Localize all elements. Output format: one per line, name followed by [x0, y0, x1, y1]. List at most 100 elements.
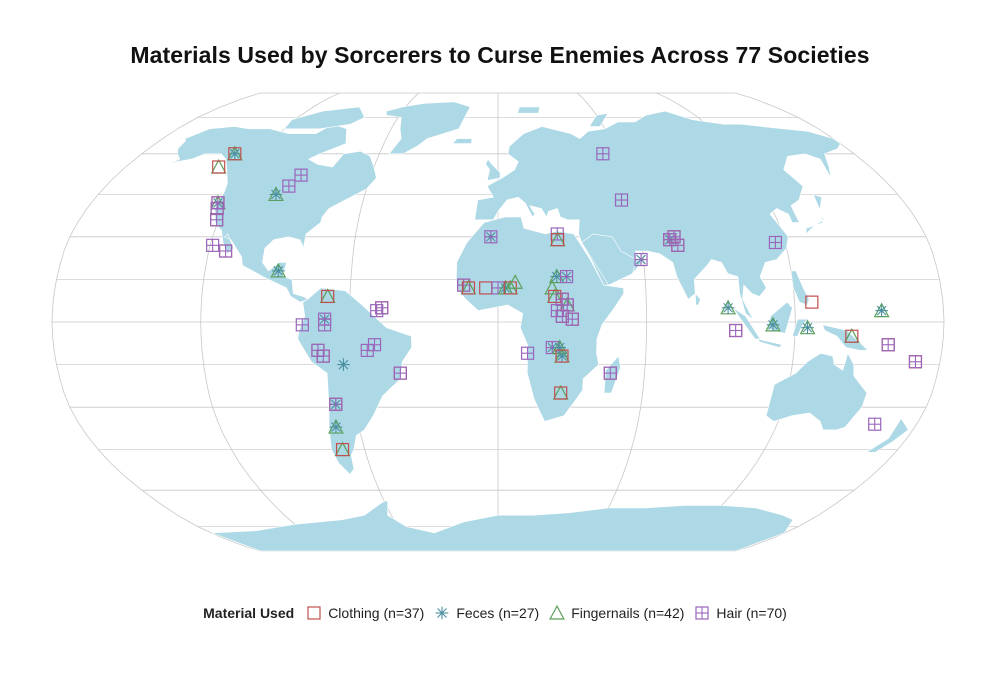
hair-marker — [614, 193, 629, 207]
society-point — [294, 168, 308, 182]
hair-marker — [908, 355, 923, 369]
society-point — [552, 384, 569, 400]
hair-marker — [206, 238, 220, 252]
feces-marker — [271, 264, 285, 278]
hair-marker — [603, 366, 617, 380]
clothing-square-icon — [307, 606, 321, 620]
hair-marker — [868, 417, 882, 431]
land-svalbard — [516, 106, 540, 114]
land-masses — [162, 101, 909, 552]
feces-marker — [329, 420, 343, 434]
clothing-marker — [307, 606, 321, 620]
society-point — [596, 147, 610, 161]
hair-marker — [559, 269, 574, 284]
society-point — [337, 358, 350, 371]
society-point — [720, 299, 737, 315]
society-point — [614, 193, 629, 207]
clothing-marker — [548, 289, 562, 304]
land-borneo — [767, 301, 793, 334]
society-point — [268, 186, 284, 202]
hair-marker — [329, 397, 343, 411]
society-point — [671, 238, 685, 252]
land-java — [756, 338, 783, 348]
hair-marker — [318, 318, 332, 332]
society-point — [484, 230, 498, 244]
society-point — [460, 279, 477, 295]
society-point — [334, 441, 351, 457]
clothing-marker — [212, 160, 226, 174]
legend-item-clothing: Clothing (n=37) — [306, 605, 424, 621]
land-novaya-zemlya — [588, 112, 609, 127]
legend: Material Used Clothing (n=37) Feces (n=2… — [0, 605, 1000, 621]
fingernails-marker — [549, 605, 566, 620]
clothing-marker — [461, 281, 476, 295]
fingernails-marker — [507, 274, 524, 289]
hair-marker — [596, 147, 610, 161]
hair-marker — [316, 349, 330, 363]
hair-marker — [393, 366, 407, 380]
feces-marker — [436, 606, 449, 620]
society-point — [873, 302, 890, 318]
hair-marker — [565, 312, 579, 326]
feces-marker — [801, 321, 814, 334]
hair-marker — [768, 235, 783, 250]
society-point — [908, 355, 923, 369]
society-point — [663, 233, 677, 247]
society-point — [805, 295, 819, 309]
society-point — [393, 366, 407, 380]
hair-marker — [294, 168, 308, 182]
society-point — [603, 366, 617, 380]
hair-marker — [295, 318, 309, 332]
clothing-marker — [805, 295, 819, 309]
land-greenland — [385, 101, 471, 155]
society-point — [226, 145, 243, 161]
society-point — [329, 397, 343, 411]
clothing-marker — [555, 349, 569, 363]
hair-marker — [634, 252, 648, 267]
clothing-marker — [845, 329, 859, 343]
society-point — [456, 278, 471, 292]
feces-marker — [721, 301, 735, 315]
legend-label-hair: Hair (n=70) — [716, 605, 787, 621]
society-point — [210, 158, 227, 174]
hair-marker — [282, 179, 296, 193]
legend-item-fingernails: Fingernails (n=42) — [549, 605, 684, 621]
society-point — [270, 262, 287, 278]
society-point — [634, 252, 648, 267]
society-point — [295, 318, 309, 332]
land-south-america — [297, 287, 412, 475]
hair-marker — [520, 346, 535, 360]
land-antarctica — [211, 499, 794, 552]
land-japan — [805, 193, 824, 235]
society-point — [549, 231, 566, 247]
legend-label-feces: Feces (n=27) — [456, 605, 540, 621]
land-europe-asia — [474, 110, 841, 320]
land-north-america — [162, 123, 377, 303]
land-new-zealand — [865, 417, 909, 453]
hair-marker — [484, 230, 498, 244]
society-point — [206, 238, 220, 252]
land-iceland — [451, 138, 473, 144]
society-point — [546, 288, 563, 304]
land-uk — [485, 158, 501, 181]
feces-marker — [555, 349, 569, 363]
hair-marker — [367, 338, 382, 352]
society-point — [729, 323, 743, 338]
feces-marker — [337, 358, 350, 371]
society-points — [206, 145, 923, 457]
society-point — [667, 230, 681, 244]
legend-item-hair: Hair (n=70) — [694, 605, 787, 621]
clothing-marker — [335, 442, 350, 457]
graticule — [51, 92, 945, 552]
society-point — [768, 235, 783, 250]
land-sri-lanka — [694, 292, 701, 306]
society-point — [370, 304, 384, 318]
society-point — [367, 338, 382, 352]
land-australia — [765, 352, 868, 431]
society-point — [843, 328, 860, 343]
legend-label-fingernails: Fingernails (n=42) — [571, 605, 685, 621]
feces-marker — [269, 188, 283, 201]
society-point — [316, 349, 330, 363]
hair-boxplus-icon — [695, 606, 710, 620]
